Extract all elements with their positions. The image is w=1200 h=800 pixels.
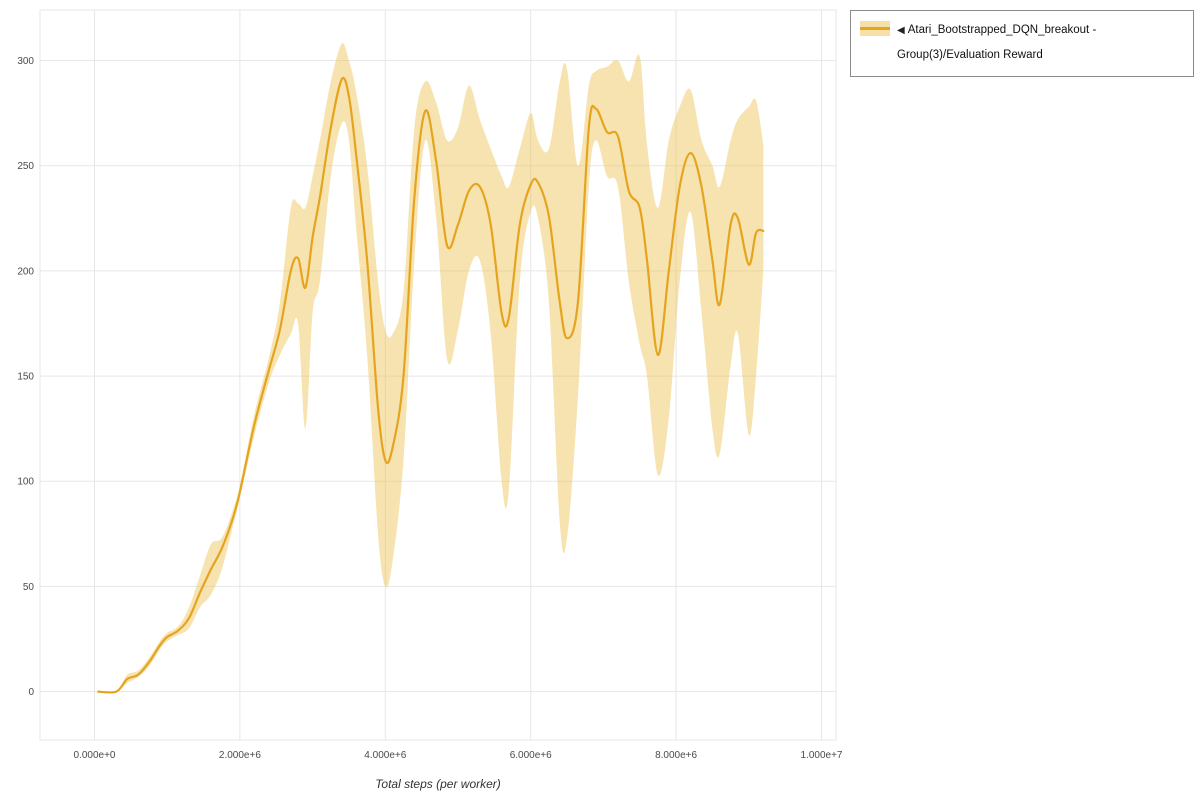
svg-text:200: 200 xyxy=(17,266,34,277)
svg-text:1.000e+7: 1.000e+7 xyxy=(801,750,843,761)
svg-text:2.000e+6: 2.000e+6 xyxy=(219,750,261,761)
legend-toggle-icon[interactable]: ◀ xyxy=(897,25,905,36)
chart-canvas[interactable]: 0.000e+0 2.000e+6 4.000e+6 6.000e+6 8.000e+6… xyxy=(0,0,845,800)
legend-entry[interactable]: ◀ Atari_Bootstrapped_DQN_breakout - Group… xyxy=(897,18,1184,67)
legend-series-label[interactable]: Atari_Bootstrapped_DQN_breakout - Group(… xyxy=(897,24,1097,61)
svg-text:0.000e+0: 0.000e+0 xyxy=(74,750,116,761)
svg-text:Total steps (per worker): Total steps (per worker) xyxy=(375,777,501,791)
svg-text:6.000e+6: 6.000e+6 xyxy=(510,750,552,761)
reward-chart: 0.000e+0 2.000e+6 4.000e+6 6.000e+6 8.000e+6… xyxy=(0,0,845,800)
svg-text:150: 150 xyxy=(17,372,34,383)
svg-text:4.000e+6: 4.000e+6 xyxy=(364,750,406,761)
svg-text:300: 300 xyxy=(17,56,34,67)
svg-text:8.000e+6: 8.000e+6 xyxy=(655,750,697,761)
svg-text:250: 250 xyxy=(17,161,34,172)
svg-text:0: 0 xyxy=(28,687,34,698)
legend-line-swatch xyxy=(860,27,890,30)
svg-text:50: 50 xyxy=(23,582,35,593)
legend-series-swatch[interactable] xyxy=(860,21,890,36)
legend[interactable]: ◀ Atari_Bootstrapped_DQN_breakout - Group… xyxy=(850,10,1194,78)
svg-text:100: 100 xyxy=(17,477,34,488)
